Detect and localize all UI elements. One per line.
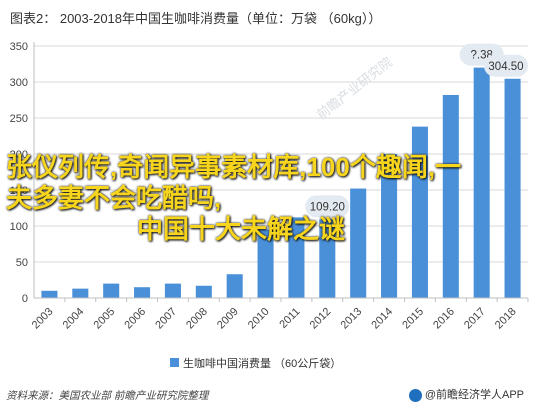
bar <box>164 283 181 298</box>
bar <box>411 126 428 298</box>
x-tick-label: 2010 <box>246 306 272 332</box>
bar <box>134 287 151 298</box>
x-tick-label: 2012 <box>308 306 334 332</box>
x-tick-label: 2016 <box>431 306 457 332</box>
bar <box>442 94 459 299</box>
x-tick-label: 2011 <box>277 306 302 331</box>
value-label: 109.20 <box>310 201 345 213</box>
source-note: 资料来源：美国农业部 前瞻产业研究院整理 <box>6 390 209 402</box>
x-tick-label: 2013 <box>339 306 365 332</box>
x-tick-label: 2007 <box>153 306 179 332</box>
bar <box>103 283 120 298</box>
bar <box>381 154 398 298</box>
legend-swatch <box>170 358 179 367</box>
brand-credit-label: @前瞻经济学人APP <box>424 389 524 401</box>
x-tick-label: 2006 <box>122 306 148 332</box>
x-tick-label: 2008 <box>184 306 210 332</box>
legend-label: 生咖啡中国消费量 （60公斤袋） <box>183 356 341 370</box>
x-tick-label: 2003 <box>30 306 56 332</box>
bar <box>257 229 274 298</box>
y-tick-label: 50 <box>16 257 28 269</box>
bar <box>41 290 58 298</box>
overlay-line-2: 0个趣闻,一夫多妻不会吃醋吗, <box>6 152 462 213</box>
y-tick-label: 150 <box>10 185 28 197</box>
overlay-line-3: 中国十大未解之谜 <box>136 214 345 244</box>
y-tick-label: 350 <box>10 41 28 53</box>
x-tick-label: 2005 <box>92 306 118 332</box>
brand-credit: @前瞻经济学人APP <box>408 386 524 402</box>
overlay-line-1: 张仪列传,奇闻异事素材库,10 <box>6 152 336 182</box>
y-tick-label: 300 <box>10 77 28 89</box>
x-tick-label: 2014 <box>369 306 395 332</box>
value-label-bubble <box>305 195 350 218</box>
bar <box>319 219 336 298</box>
bar <box>72 288 89 298</box>
value-label-bubble <box>484 54 528 77</box>
y-tick-label: 100 <box>10 221 28 233</box>
y-tick-label: 200 <box>10 149 28 161</box>
bar <box>195 285 212 298</box>
bar <box>350 188 367 298</box>
x-tick-label: 2017 <box>462 306 488 332</box>
bar <box>226 274 243 298</box>
brand-logo-icon <box>408 388 422 402</box>
bar <box>288 217 305 298</box>
x-tick-label: 2015 <box>400 306 426 332</box>
value-label: 304.50 <box>488 61 523 73</box>
x-tick-label: 2004 <box>61 306 87 332</box>
bars <box>41 67 521 299</box>
legend: 生咖啡中国消费量 （60公斤袋） <box>170 356 341 370</box>
x-tick-label: 2009 <box>215 306 241 332</box>
figure-title: 图表2： 2003-2018年中国生咖啡消费量（单位：万袋 （60kg）） <box>10 11 382 26</box>
x-tick-label: 2018 <box>493 306 519 332</box>
y-tick-label: 250 <box>10 113 28 125</box>
overlay-caption: 张仪列传,奇闻异事素材库,100个趣闻,一夫多妻不会吃醋吗, 中国十大未解之谜 <box>6 152 476 245</box>
bar <box>504 78 521 298</box>
y-tick-label: 0 <box>22 293 28 305</box>
bar <box>473 67 490 298</box>
